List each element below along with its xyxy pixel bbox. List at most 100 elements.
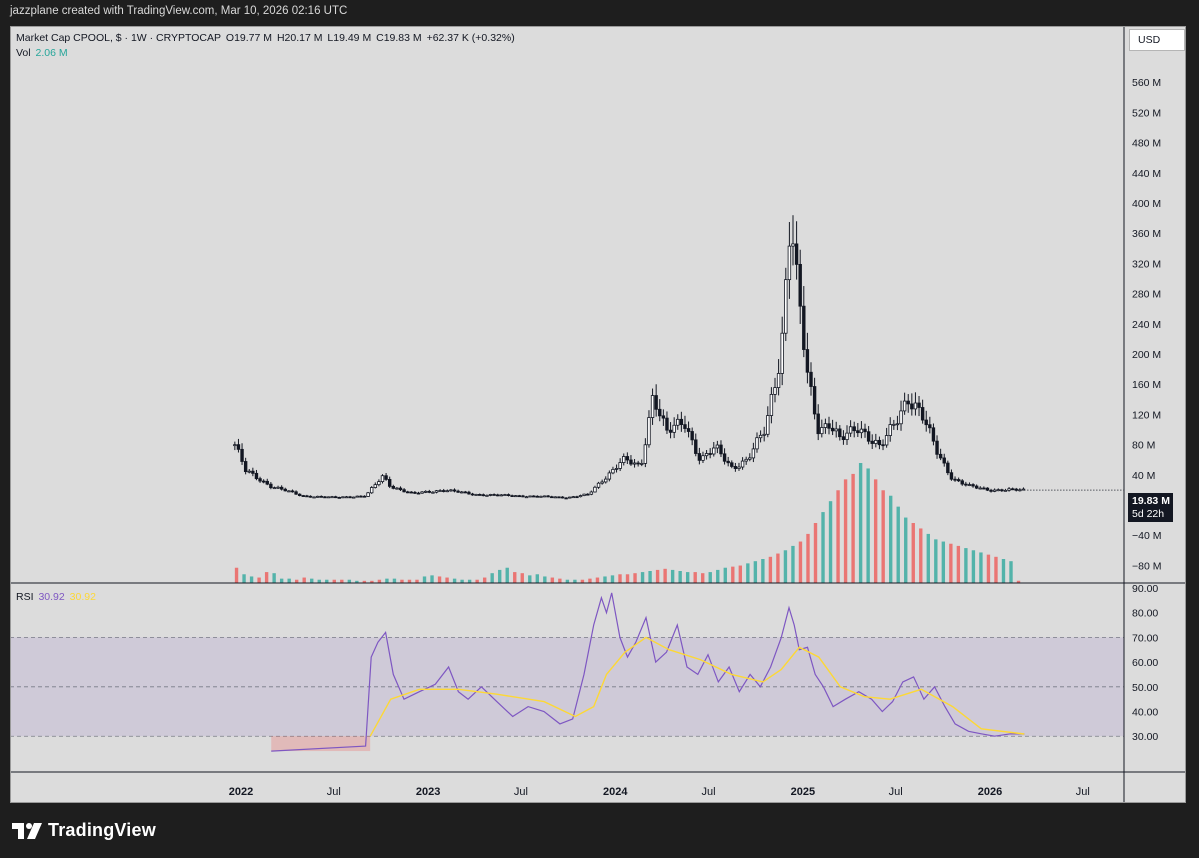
- rsi-tick-label: 60.00: [1132, 657, 1158, 669]
- candle-body: [517, 495, 522, 498]
- price-pane: [233, 215, 1124, 500]
- candle-body: [787, 245, 792, 281]
- volume-bar: [685, 572, 690, 583]
- volume-bar: [392, 578, 397, 583]
- candle-body: [884, 435, 889, 446]
- candle-body: [726, 460, 730, 464]
- candle-body: [794, 243, 799, 265]
- volume-bar: [1016, 580, 1021, 583]
- volume-bar: [325, 579, 329, 583]
- candle-body: [1007, 488, 1011, 491]
- candle-body: [690, 431, 694, 441]
- price-tick-label: 320 M: [1132, 258, 1161, 270]
- vol-label[interactable]: Vol: [16, 47, 31, 59]
- candle-body: [442, 490, 446, 492]
- candle-body: [542, 495, 547, 498]
- candle-body: [416, 492, 421, 495]
- rsi-tick-label: 50.00: [1132, 682, 1158, 694]
- rsi-tick-label: 70.00: [1132, 632, 1158, 644]
- candle-body: [866, 431, 871, 442]
- candle-body: [467, 491, 471, 495]
- symbol-title[interactable]: Market Cap CPOOL, $ · 1W · CRYPTOCAP: [16, 32, 221, 44]
- candle-body: [668, 429, 673, 433]
- candle-body: [546, 495, 550, 498]
- rsi-label[interactable]: RSI: [16, 591, 34, 603]
- volume-bar: [753, 561, 758, 583]
- candle-body: [243, 461, 248, 473]
- price-tick-label: 440 M: [1132, 168, 1161, 180]
- candle-body: [773, 387, 777, 395]
- candle-body: [622, 456, 626, 463]
- candle-body: [269, 483, 273, 489]
- candle-body: [1000, 489, 1004, 492]
- candle-body: [560, 496, 565, 499]
- time-tick-label: 2026: [978, 786, 1002, 798]
- candle-body: [712, 447, 716, 455]
- volume-bar: [858, 463, 863, 583]
- candle-body: [798, 263, 802, 307]
- candle-body: [532, 495, 536, 498]
- candle-body: [949, 472, 954, 480]
- rsi-tick-label: 40.00: [1132, 707, 1158, 719]
- volume-bar: [482, 577, 487, 583]
- candle-body: [766, 415, 770, 435]
- rsi-line: [271, 592, 1025, 752]
- candle-body: [802, 305, 806, 350]
- volume-bar: [287, 578, 291, 583]
- volume-bar: [889, 495, 893, 583]
- candle-body: [924, 419, 928, 426]
- volume-bar: [610, 575, 615, 583]
- candle-body: [985, 487, 990, 491]
- candle-body: [701, 455, 705, 461]
- currency-button[interactable]: USD: [1129, 29, 1185, 51]
- volume-bar: [377, 579, 382, 583]
- volume-bar: [505, 567, 509, 583]
- price-tick-label: 480 M: [1132, 138, 1161, 150]
- volume-bar: [964, 548, 968, 583]
- price-axis: 560 M 520 M 480 M 440 M 400 M 360 M 320 M 280 M…: [1123, 26, 1161, 803]
- brand-name: TradingView: [48, 820, 156, 840]
- price-tick-label: 360 M: [1132, 228, 1161, 240]
- candle-body: [553, 496, 558, 499]
- candle-body: [848, 426, 853, 434]
- candle-body: [571, 496, 576, 499]
- volume-bar: [934, 539, 938, 583]
- candle-body: [974, 485, 979, 489]
- candle-body: [719, 444, 723, 455]
- candle-body: [694, 439, 698, 454]
- rsi-pane: [10, 582, 1186, 752]
- candle-body: [539, 495, 543, 498]
- chart-area[interactable]: [10, 26, 1186, 803]
- volume-bar: [520, 573, 524, 583]
- candle-body: [449, 489, 453, 492]
- candle-body: [254, 472, 259, 480]
- candle-body: [423, 490, 428, 493]
- volume-bar: [836, 490, 840, 583]
- price-tick-label: 280 M: [1132, 289, 1161, 301]
- tradingview-logo[interactable]: TradingView: [12, 820, 156, 841]
- candle-body: [589, 491, 594, 495]
- candle-body: [272, 487, 277, 490]
- candle-body: [967, 484, 972, 486]
- volume-bar: [768, 556, 773, 583]
- price-tick-label: 160 M: [1132, 379, 1161, 391]
- volume-bar: [475, 579, 479, 583]
- open-value: O19.77 M: [225, 32, 273, 44]
- high-value: H20.17 M: [276, 32, 323, 44]
- volume-bar: [806, 533, 810, 583]
- candle-body: [434, 490, 439, 493]
- time-tick-label: 2025: [791, 786, 815, 798]
- candle-body: [665, 417, 669, 431]
- volume-bar: [588, 578, 592, 583]
- candle-body: [704, 453, 709, 457]
- time-tick-label: Jul: [702, 786, 716, 798]
- candle-body: [402, 489, 406, 493]
- candle-body: [654, 395, 658, 410]
- chart-svg[interactable]: 560 M 520 M 480 M 440 M 400 M 360 M 320 M 280 M…: [10, 26, 1186, 803]
- volume-bar: [543, 576, 547, 583]
- candle-body: [859, 428, 864, 434]
- candle-body: [863, 428, 867, 433]
- candle-body: [917, 402, 921, 408]
- price-tick-label: 560 M: [1132, 77, 1161, 89]
- candle-body: [348, 496, 352, 499]
